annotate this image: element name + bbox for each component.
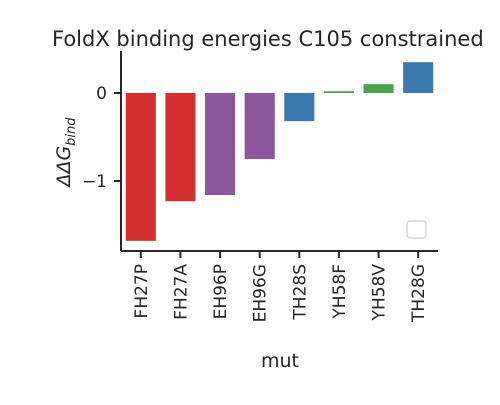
bar-fh27p <box>125 93 156 241</box>
x-tick-label: EH96P <box>211 264 231 319</box>
x-tick-label: YH58F <box>330 264 350 320</box>
bar-eh96g <box>244 93 275 159</box>
y-tick-label: 0 <box>96 84 107 104</box>
x-axis-label: mut <box>261 350 299 372</box>
y-axis-label-sub: bind <box>64 117 79 146</box>
bar-yh58v <box>363 84 394 93</box>
x-tick-label: TH28G <box>409 264 429 323</box>
x-tick-label: TH28S <box>290 264 310 321</box>
chart-title: FoldX binding energies C105 constrained <box>52 27 484 51</box>
bars-group <box>125 62 434 241</box>
bar-th28g <box>403 62 434 93</box>
bar-yh58f <box>323 91 354 93</box>
x-tick-label: FH27A <box>171 264 191 320</box>
x-tick-label: EH96G <box>251 264 271 322</box>
x-tick-label: YH58V <box>370 264 390 322</box>
bar-th28s <box>284 93 315 122</box>
y-axis-label: ΔΔGbind <box>53 117 79 189</box>
y-ticks-group: 0 −1 <box>82 84 121 192</box>
y-tick-label: −1 <box>82 172 107 192</box>
legend-box <box>406 220 427 239</box>
x-ticks-group: FH27P FH27A EH96P EH96G TH28S YH58F YH58V TH28G <box>132 251 429 323</box>
bar-eh96p <box>205 93 236 196</box>
bar-fh27a <box>165 93 196 202</box>
x-tick-label: FH27P <box>132 264 152 318</box>
y-axis-label-main: ΔΔG <box>53 146 75 189</box>
